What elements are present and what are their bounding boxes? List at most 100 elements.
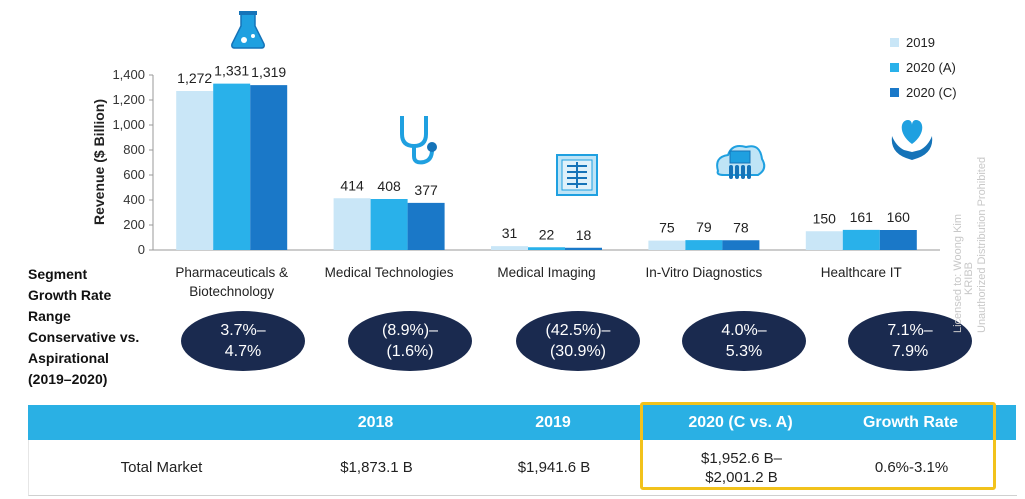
growth-range-from: 7.1%–: [887, 322, 933, 339]
growth-range-to: 4.7%: [224, 343, 262, 360]
flask-icon: [231, 11, 265, 49]
bar: [491, 246, 528, 250]
y-tick-label: 600: [123, 167, 145, 182]
bar-value-label: 377: [414, 182, 438, 198]
license-watermark: Licensed to: Woong Kim KRIBB Unauthorize…: [952, 157, 988, 333]
bar-value-label: 150: [813, 210, 837, 226]
bar-value-label: 414: [340, 177, 364, 193]
bar-value-label: 160: [887, 209, 911, 225]
table-cell-2018: $1,873.1 B: [340, 459, 413, 476]
legend-label: 2020 (A): [906, 60, 956, 75]
y-tick-label: 200: [123, 217, 145, 232]
bar-value-label: 79: [696, 219, 712, 235]
lab-device-screen: [729, 150, 751, 164]
bar: [685, 240, 723, 250]
flask-body: [231, 13, 265, 49]
growth-label-line: Growth Rate: [28, 287, 112, 303]
bar-value-label: 1,319: [251, 64, 286, 80]
bar: [842, 229, 880, 250]
lab-device-tube: [735, 165, 739, 179]
table-cell-2020-line: $1,952.6 B–: [701, 449, 782, 467]
bar: [528, 247, 565, 250]
flask-bubble: [251, 34, 255, 38]
growth-label-line: Range: [28, 308, 71, 324]
category-label: Medical Technologies: [325, 265, 454, 280]
bar: [370, 199, 408, 250]
bar: [879, 230, 917, 250]
bar-value-label: 31: [502, 225, 518, 241]
growth-rate-label: Segment Growth Rate Range Conservative v…: [28, 264, 148, 390]
chart-bars: [176, 83, 917, 250]
stethoscope-tube: [400, 116, 428, 149]
table-cell-label: Total Market: [120, 459, 203, 476]
table-cell-growth: 0.6%-3.1%: [874, 459, 949, 476]
lab-device-tube: [741, 165, 745, 179]
bar: [176, 91, 214, 250]
lab-device-tube: [747, 165, 751, 179]
lab-device-icon: [716, 145, 766, 179]
total-market-table: 2018 2019 2020 (C vs. A) Growth Rate Tot…: [28, 405, 1017, 496]
growth-range-oval: 7.1%– 7.9%: [848, 311, 972, 371]
bar-value-label: 78: [733, 219, 749, 235]
table-header-cell: 2019: [535, 414, 571, 431]
growth-range-to: (30.9%): [549, 343, 606, 360]
legend-swatch: [890, 38, 899, 47]
y-axis-title: Revenue ($ Billion): [91, 99, 107, 225]
growth-range-from: 4.0%–: [721, 322, 767, 339]
growth-label-line: Segment: [28, 266, 88, 282]
watermark-line: KRIBB: [963, 262, 975, 295]
y-tick-label: 1,000: [112, 117, 145, 132]
bar-value-label: 22: [539, 226, 555, 242]
table-header-cell: [28, 405, 293, 440]
growth-range-oval: (42.5%)– (30.9%): [516, 311, 640, 371]
table-header-row: 2018 2019 2020 (C vs. A) Growth Rate: [28, 405, 1016, 440]
legend-label: 2019: [906, 35, 935, 50]
flask-rim: [239, 11, 257, 15]
table-cell-2019: $1,941.6 B: [517, 459, 591, 476]
growth-range-to: (1.6%): [386, 343, 434, 360]
growth-range-oval: 3.7%– 4.7%: [181, 311, 305, 371]
bar-value-label: 1,331: [214, 63, 249, 79]
legend-swatch: [890, 63, 899, 72]
y-tick-label: 0: [138, 242, 145, 257]
bar: [565, 247, 602, 250]
legend-label: 2020 (C): [906, 85, 957, 100]
category-label: Pharmaceuticals &: [175, 265, 288, 280]
y-tick-label: 400: [123, 192, 145, 207]
bar-value-label: 408: [377, 178, 401, 194]
category-label: In-Vitro Diagnostics: [645, 265, 762, 280]
chart-labels: 1,272 1,331 1,319 Pharmaceuticals & Biotechn…: [175, 63, 910, 299]
heart-shape: [901, 120, 923, 144]
bar-value-label: 1,272: [177, 70, 212, 86]
table-cell-2020-line: $2,001.2 B: [705, 468, 778, 486]
revenue-bar-chart: 0 200 400 600 800 1,000 1,200 1,400 Revenue ($ B…: [91, 11, 940, 299]
y-tick-label: 1,200: [112, 92, 145, 107]
chart-icons: [231, 11, 933, 196]
bar-value-label: 75: [659, 220, 675, 236]
hands-shape: [891, 136, 933, 160]
category-label: Medical Imaging: [497, 265, 595, 280]
lab-device-tube: [729, 165, 733, 179]
bar: [407, 202, 445, 250]
y-tick-label: 1,400: [112, 67, 145, 82]
growth-range-oval: 4.0%– 5.3%: [682, 311, 806, 371]
table-header-cell: 2018: [357, 414, 394, 431]
flask-bubble: [241, 37, 247, 43]
stethoscope-lead: [412, 146, 434, 165]
growth-label-line: Aspirational: [28, 350, 109, 366]
legend-entry: 2020 (A): [890, 55, 957, 80]
chart-axes: 0 200 400 600 800 1,000 1,200 1,400 Revenue ($ B…: [91, 67, 940, 257]
table-cell-2020: $1,952.6 B– $2,001.2 B: [644, 440, 839, 495]
bar: [213, 83, 251, 250]
bar: [250, 85, 288, 250]
watermark-line: Licensed to: Woong Kim: [952, 214, 964, 333]
watermark-line: Unauthorized Distribution Prohibited: [976, 157, 988, 333]
table-header-cell: 2020 (C vs. A): [688, 414, 793, 431]
table-row: Total Market $1,873.1 B $1,941.6 B $1,95…: [28, 440, 1017, 496]
legend-entry: 2019: [890, 30, 957, 55]
growth-range-oval: (8.9%)– (1.6%): [348, 311, 472, 371]
bar: [648, 240, 686, 250]
bar-value-label: 161: [850, 209, 874, 225]
growth-range-from: (8.9%)–: [381, 322, 439, 339]
bar: [722, 240, 760, 250]
